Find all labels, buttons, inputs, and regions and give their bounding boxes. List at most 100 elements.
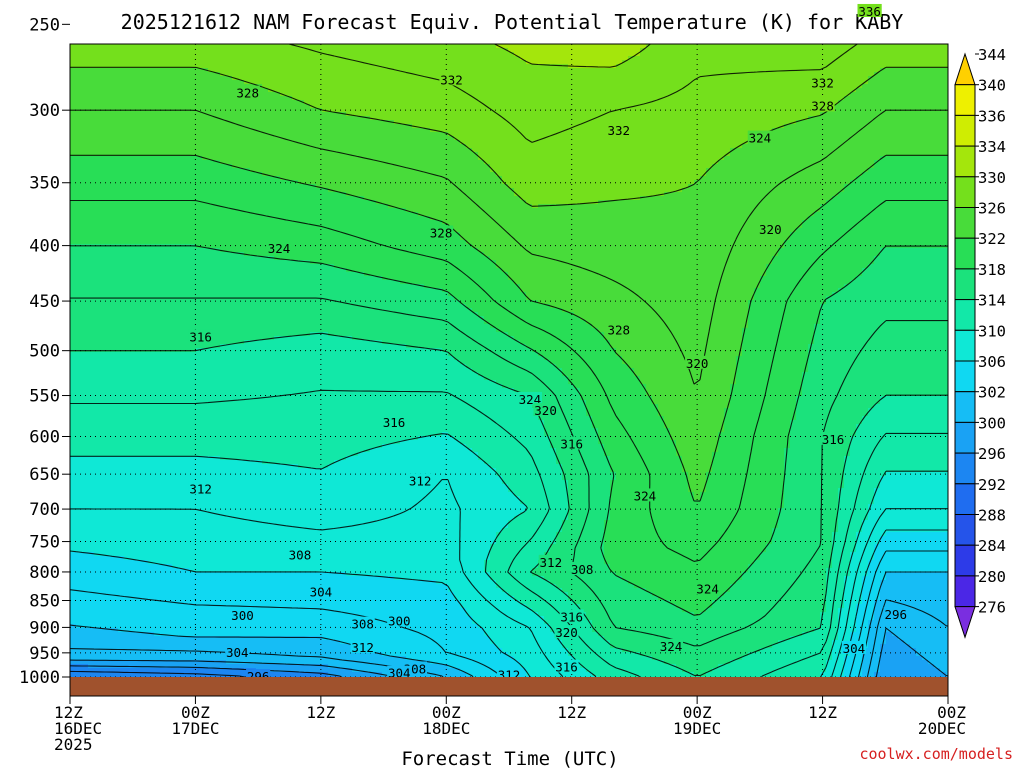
field-cell (268, 148, 275, 153)
field-cell (76, 112, 83, 117)
field-cell (706, 60, 713, 65)
field-cell (688, 48, 695, 53)
field-cell (454, 84, 461, 89)
field-cell (190, 56, 197, 61)
plot-field (70, 44, 948, 696)
field-cell (616, 60, 623, 65)
field-cell (124, 112, 131, 117)
field-cell (292, 124, 299, 129)
field-cell (130, 60, 137, 65)
field-cell (184, 92, 191, 97)
field-cell (154, 152, 161, 157)
field-cell (178, 72, 185, 77)
field-cell (784, 72, 791, 77)
field-cell (946, 48, 948, 53)
field-cell (658, 68, 665, 73)
field-cell (604, 52, 611, 57)
field-cell (70, 100, 77, 105)
field-cell (382, 172, 389, 177)
field-cell (946, 148, 948, 153)
field-cell (316, 176, 323, 181)
field-cell (436, 96, 443, 101)
field-cell (790, 72, 797, 77)
field-cell (244, 104, 251, 109)
field-cell (364, 168, 371, 173)
field-cell (358, 156, 365, 161)
field-cell (88, 128, 95, 133)
field-cell (250, 108, 257, 113)
field-cell (292, 152, 299, 157)
field-cell (304, 116, 311, 121)
field-cell (196, 156, 203, 161)
field-cell (112, 164, 119, 169)
field-cell (604, 148, 611, 153)
field-cell (718, 100, 725, 105)
field-cell (664, 148, 671, 153)
field-cell (934, 68, 941, 73)
field-cell (388, 100, 395, 105)
field-cell (118, 60, 125, 65)
field-cell (196, 44, 203, 49)
field-cell (136, 132, 143, 137)
field-cell (334, 44, 341, 49)
field-cell (748, 164, 755, 169)
field-cell (112, 72, 119, 77)
field-cell (664, 56, 671, 61)
field-cell (436, 120, 443, 125)
field-cell (322, 44, 329, 49)
field-cell (904, 68, 911, 73)
field-cell (886, 132, 893, 137)
field-cell (442, 48, 449, 53)
field-cell (388, 72, 395, 77)
field-cell (82, 160, 89, 165)
field-cell (580, 88, 587, 93)
field-cell (844, 68, 851, 73)
field-cell (880, 132, 887, 137)
field-cell (508, 68, 515, 73)
field-cell (730, 124, 737, 129)
field-cell (538, 144, 545, 149)
field-cell (124, 128, 131, 133)
field-cell (322, 60, 329, 65)
field-cell (298, 56, 305, 61)
field-cell (772, 148, 779, 153)
field-cell (724, 140, 731, 145)
field-cell (76, 128, 83, 133)
field-cell (394, 160, 401, 165)
field-cell (178, 80, 185, 85)
field-cell (724, 172, 731, 177)
field-cell (208, 160, 215, 165)
field-cell (178, 92, 185, 97)
field-cell (106, 152, 113, 157)
field-cell (556, 48, 563, 53)
field-cell (904, 132, 911, 137)
field-cell (424, 76, 431, 81)
field-cell (874, 68, 881, 73)
field-cell (946, 96, 948, 101)
field-cell (118, 128, 125, 133)
field-cell (184, 72, 191, 77)
field-cell (382, 144, 389, 149)
field-cell (556, 96, 563, 101)
field-cell (544, 76, 551, 81)
field-cell (862, 88, 869, 93)
field-cell (742, 152, 749, 157)
field-cell (502, 132, 509, 137)
field-cell (454, 48, 461, 53)
field-cell (904, 72, 911, 77)
field-cell (466, 76, 473, 81)
field-cell (532, 84, 539, 89)
field-cell (172, 156, 179, 161)
field-cell (400, 164, 407, 169)
field-cell (250, 48, 257, 53)
field-cell (922, 136, 929, 141)
field-cell (628, 64, 635, 69)
field-cell (628, 152, 635, 157)
field-cell (940, 96, 947, 101)
field-cell (376, 48, 383, 53)
field-cell (106, 124, 113, 129)
field-cell (412, 48, 419, 53)
field-cell (928, 76, 935, 81)
field-cell (886, 160, 893, 165)
field-cell (682, 88, 689, 93)
